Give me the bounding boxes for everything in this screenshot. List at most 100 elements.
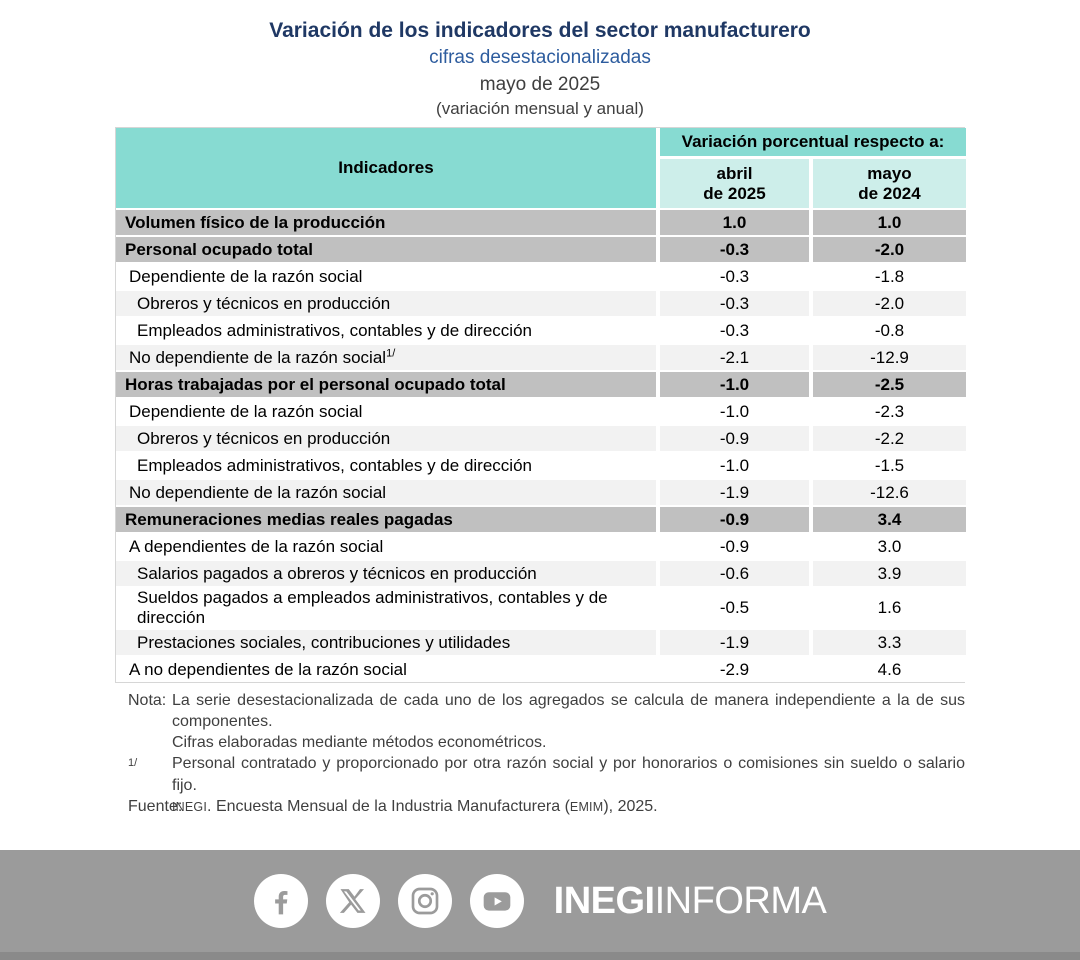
indicator-label: Personal ocupado total [116,235,656,263]
youtube-icon[interactable] [469,874,524,928]
indicator-label: Dependiente de la razón social [116,397,656,425]
col-header-april-line2: de 2025 [703,183,766,203]
indicator-label: A no dependientes de la razón social [116,655,656,683]
footer-band: INEGIINFORMA [0,850,1080,960]
indicator-label: Dependiente de la razón social [116,262,656,290]
table-row: Empleados administrativos, contables y d… [116,451,966,479]
footer-bottom-strip [0,952,1080,960]
value-may: -2.0 [809,235,966,263]
value-may: 3.0 [809,532,966,560]
indicator-label: Prestaciones sociales, contribuciones y … [116,628,656,656]
table-row: Dependiente de la razón social -1.0 -2.3 [116,397,966,425]
indicator-label: Sueldos pagados a empleados administrati… [116,586,656,629]
table-row: Personal ocupado total -0.3 -2.0 [116,235,966,263]
value-april: -0.3 [656,289,809,317]
value-april: -1.9 [656,628,809,656]
value-april: -2.1 [656,343,809,371]
value-april: -0.3 [656,235,809,263]
value-may: -2.0 [809,289,966,317]
value-april: -0.6 [656,559,809,587]
source-acronym: INEGI [172,799,208,814]
page-title: Variación de los indicadores del sector … [269,19,811,42]
indicator-label: Obreros y técnicos en producción [116,289,656,317]
source-text: INEGI. Encuesta Mensual de la Industria … [172,796,965,817]
note-row: 1/Personal contratado y proporcionado po… [115,753,965,795]
table-row: Remuneraciones medias reales pagadas -0.9… [116,505,966,533]
table-row: No dependiente de la razón social -1.9 -12… [116,478,966,506]
value-may: -12.6 [809,478,966,506]
x-icon[interactable] [325,874,380,928]
note-text: Cifras elaboradas mediante métodos econo… [172,734,547,752]
variation-label: (variación mensual y anual) [436,98,644,118]
indicators-table-body: Volumen físico de la producción 1.0 1.0 Per… [116,208,966,683]
inegi-informa-wordmark: INEGIINFORMA [554,882,827,920]
table-row: No dependiente de la razón social1/-2.1-… [116,343,966,371]
table-row: Salarios pagados a obreros y técnicos en… [116,559,966,587]
indicator-label: Remuneraciones medias reales pagadas [116,505,656,533]
page-subtitle: cifras desestacionalizadas [429,47,651,69]
source-row: Fuente: INEGI. Encuesta Mensual de la In… [115,796,965,817]
col-header-may: mayo de 2024 [809,156,966,209]
table-row: Horas trabajadas por el personal ocupado… [116,370,966,398]
value-may: 3.4 [809,505,966,533]
value-april: -0.9 [656,424,809,452]
value-may: -2.2 [809,424,966,452]
value-may: -2.3 [809,397,966,425]
instagram-icon[interactable] [397,874,452,928]
col-header-april-line1: abril [716,163,753,183]
value-may: -0.8 [809,316,966,344]
value-april: -1.0 [656,451,809,479]
value-may: 4.6 [809,655,966,683]
table-row: Prestaciones sociales, contribuciones y … [116,628,966,656]
value-may: -2.5 [809,370,966,398]
facebook-icon[interactable] [253,874,308,928]
indicators-table: Indicadores Variación porcentual respect… [115,127,966,684]
indicator-label: No dependiente de la razón social [116,478,656,506]
title-block: Variación de los indicadores del sector … [0,0,1080,119]
value-april: 1.0 [656,208,809,236]
indicator-label: Salarios pagados a obreros y técnicos en… [116,559,656,587]
table-row: Obreros y técnicos en producción -0.9 -2.2 [116,424,966,452]
table-row: Dependiente de la razón social -0.3 -1.8 [116,262,966,290]
notes-block: Nota: La serie desestacionalizada de cada… [115,690,965,817]
value-may: 3.3 [809,628,966,656]
period-label: mayo de 2025 [479,74,601,95]
table-row: Obreros y técnicos en producción -0.3 -2.0 [116,289,966,317]
value-april: -0.3 [656,262,809,290]
source-acronym: EMIM [569,799,604,814]
brand-bold: INEGI [553,880,655,922]
source-text-part: ), 2025. [603,797,658,815]
table-row: A dependientes de la razón social -0.9 3.0 [116,532,966,560]
value-april: -0.3 [656,316,809,344]
indicator-label: Empleados administrativos, contables y d… [116,316,656,344]
value-may: -1.5 [809,451,966,479]
col-header-indicators: Indicadores [116,128,656,209]
note-text: La serie desestacionalizada de cada uno … [172,692,965,731]
table-row: A no dependientes de la razón social -2.9… [116,655,966,683]
brand-regular: INFORMA [654,880,827,922]
note-row: Nota: La serie desestacionalizada de cada… [115,690,965,732]
note-label: 1/ [128,757,138,770]
col-header-may-line2: de 2024 [858,183,921,203]
table-row: Empleados administrativos, contables y d… [116,316,966,344]
value-may: 1.0 [809,208,966,236]
value-april: -1.0 [656,370,809,398]
table-row: Sueldos pagados a empleados administrati… [116,586,966,629]
indicator-label: A dependientes de la razón social [116,532,656,560]
note-label: Nota: [128,692,167,710]
value-may: -12.9 [809,343,966,371]
value-april: -1.9 [656,478,809,506]
indicator-label: Obreros y técnicos en producción [116,424,656,452]
source-label: Fuente: [128,797,183,815]
value-april: -0.9 [656,532,809,560]
indicator-label: Empleados administrativos, contables y d… [116,451,656,479]
indicator-label: Volumen físico de la producción [116,208,656,236]
content-area: Variación de los indicadores del sector … [0,0,1080,817]
col-header-april: abril de 2025 [656,156,809,209]
note-text: Personal contratado y proporcionado por … [172,755,965,794]
note-row: Cifras elaboradas mediante métodos econo… [115,732,965,753]
value-april: -0.9 [656,505,809,533]
indicator-label: No dependiente de la razón social1/ [116,343,656,371]
source-text-part: . Encuesta Mensual de la Industria Manuf… [207,797,570,815]
